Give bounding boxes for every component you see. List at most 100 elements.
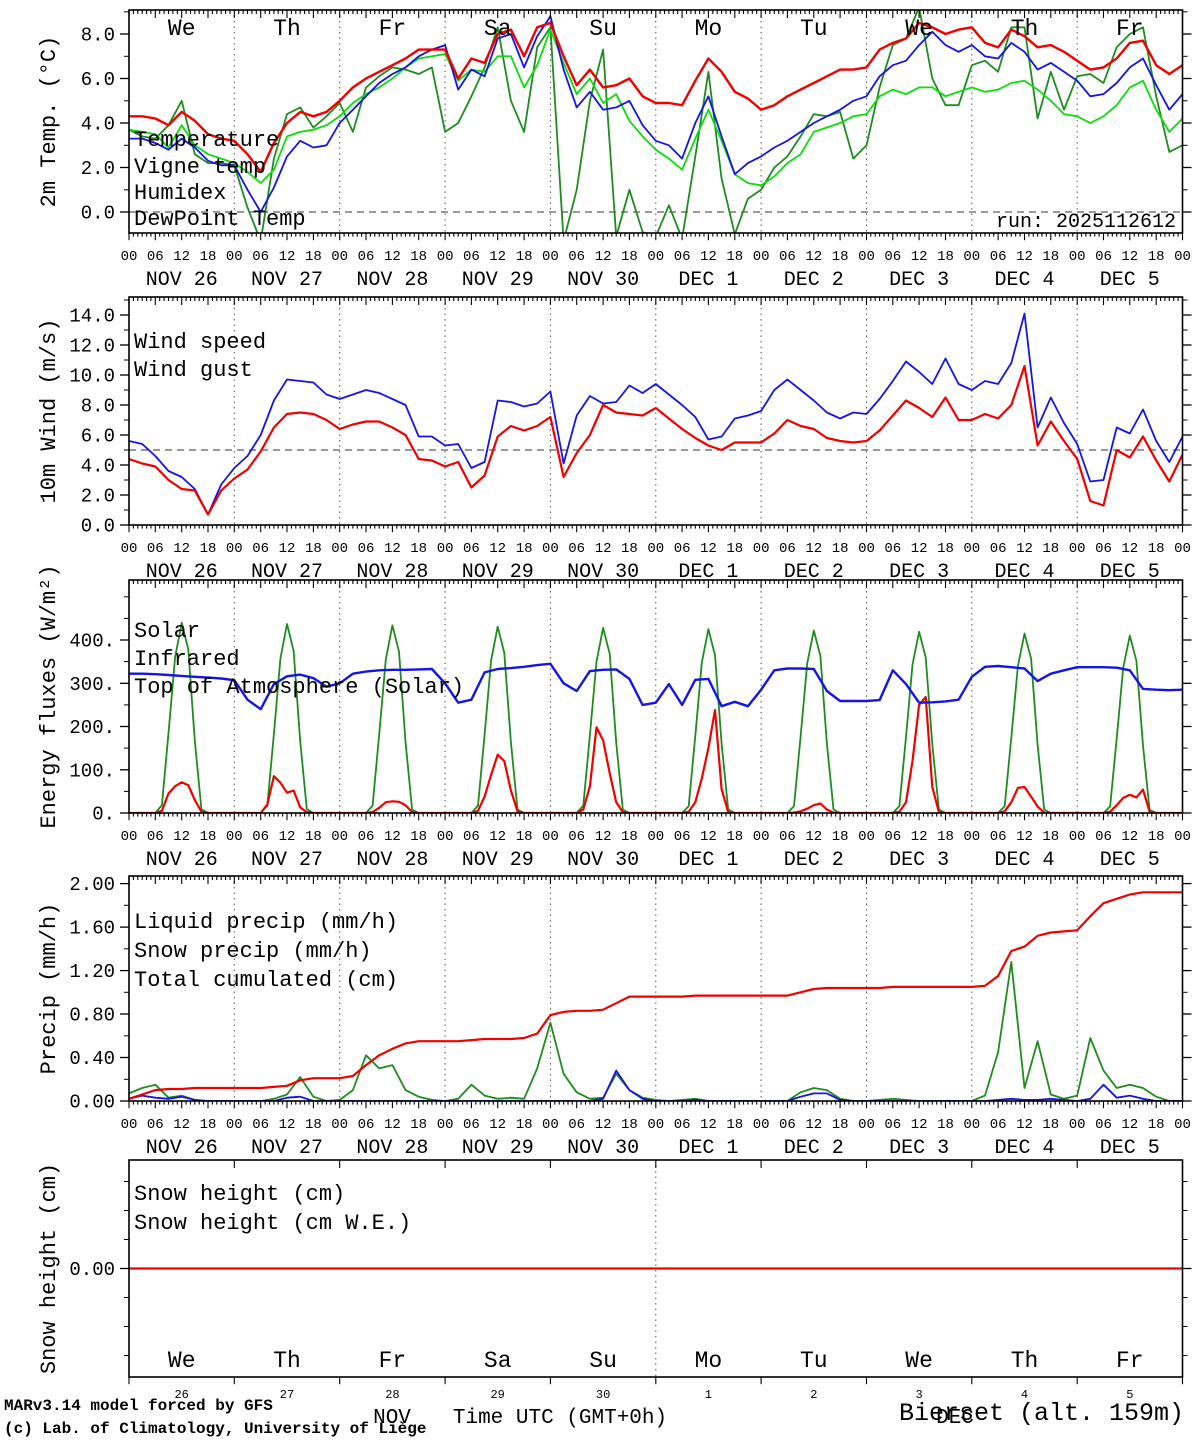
- date-label: NOV 30: [567, 849, 639, 872]
- panel-snow_height: 0.00 We Th Fr Sa Su Mo Tu We Th Fr 26 27 28 29 30 1 2 3 4 5 S…: [37, 1159, 1192, 1402]
- time-axis-label: Time UTC (GMT+0h): [453, 1407, 667, 1430]
- hour-label: 00: [331, 829, 348, 845]
- series-group: [129, 10, 1183, 233]
- y-tick-label: 0.0: [81, 516, 115, 538]
- hour-label: 12: [595, 829, 612, 845]
- date-label: NOV 26: [146, 849, 218, 872]
- hour-label: 18: [305, 249, 322, 265]
- hour-label: 00: [647, 1117, 664, 1133]
- y-tick-label: 100.: [69, 760, 115, 782]
- hour-label: 00: [647, 829, 664, 845]
- hour-label: 06: [884, 1117, 901, 1133]
- hour-label: 12: [700, 541, 717, 557]
- hour-label: 18: [726, 829, 743, 845]
- hour-label: 18: [1148, 1117, 1165, 1133]
- hour-label: 18: [200, 541, 217, 557]
- dewpoint-temp-series: [129, 28, 1183, 187]
- date-label: DEC 3: [889, 849, 949, 872]
- day-name-label: Sa: [484, 1348, 512, 1374]
- hour-label: 00: [753, 829, 770, 845]
- date-label: DEC 5: [1100, 269, 1160, 292]
- y-tick-label: 10.0: [69, 366, 115, 388]
- panel-frame: [128, 1159, 1184, 1378]
- y-axis-title-temperature: 2m Temp. (°C): [37, 36, 62, 208]
- y-tick-label: 1.60: [69, 918, 115, 940]
- y-tick-label: 200.: [69, 717, 115, 739]
- date-label: DEC 4: [994, 269, 1054, 292]
- hour-label: 00: [1069, 249, 1086, 265]
- date-label: NOV 30: [567, 561, 639, 584]
- hour-label: 06: [463, 1117, 480, 1133]
- hour-label: 12: [595, 541, 612, 557]
- hour-label: 18: [726, 249, 743, 265]
- hour-label: 00: [437, 541, 454, 557]
- hour-label: 12: [805, 249, 822, 265]
- hour-label: 18: [832, 1117, 849, 1133]
- series-group: [129, 621, 1183, 813]
- liquid-precip-mm-h-series: [129, 961, 1183, 1101]
- credit-line-1: MARv3.14 model forced by GFS: [4, 1397, 273, 1415]
- y-tick-label: 8.0: [81, 25, 115, 47]
- date-label: NOV 28: [356, 561, 428, 584]
- day-name-label: We: [168, 16, 196, 42]
- hour-label: 00: [437, 1117, 454, 1133]
- hour-label: 12: [911, 249, 928, 265]
- hour-label: 18: [200, 1117, 217, 1133]
- hour-label: 06: [884, 249, 901, 265]
- date-label: NOV 27: [251, 1137, 323, 1160]
- hour-label: 06: [358, 249, 375, 265]
- hour-label: 00: [1069, 1117, 1086, 1133]
- hour-label: 06: [884, 829, 901, 845]
- hour-label: 00: [226, 249, 243, 265]
- legend-wind-gust: Wind gust: [134, 358, 253, 383]
- hour-label: 12: [700, 249, 717, 265]
- y-tick-label: 4.0: [81, 114, 115, 136]
- hour-label: 18: [937, 249, 954, 265]
- y-tick-label: 0.00: [69, 1092, 115, 1114]
- hour-label: 18: [516, 541, 533, 557]
- hour-label: 06: [1095, 249, 1112, 265]
- wind-speed-series: [129, 364, 1183, 516]
- hour-label: 00: [437, 249, 454, 265]
- hour-label: 18: [200, 249, 217, 265]
- legend-wind-speed: Wind speed: [134, 330, 266, 355]
- hour-label: 18: [1042, 1117, 1059, 1133]
- day-number-label: 28: [385, 1388, 399, 1402]
- hour-label: 06: [990, 1117, 1007, 1133]
- hour-label: 12: [173, 541, 190, 557]
- hour-label: 18: [410, 1117, 427, 1133]
- panel-frame: [128, 875, 1184, 1102]
- date-label: NOV 27: [251, 561, 323, 584]
- day-name-label: Fr: [379, 1348, 407, 1374]
- hour-label: 06: [990, 541, 1007, 557]
- day-number-label: 27: [280, 1388, 294, 1402]
- hour-label: 06: [463, 249, 480, 265]
- hour-label: 00: [437, 829, 454, 845]
- day-name-label: Tu: [800, 1348, 828, 1374]
- date-label: NOV 29: [462, 269, 534, 292]
- date-label: NOV 29: [462, 561, 534, 584]
- hour-label: 00: [226, 829, 243, 845]
- date-label: NOV 29: [462, 1137, 534, 1160]
- legend-vigne-temp: Vigne temp: [134, 155, 266, 180]
- hour-label: 00: [647, 249, 664, 265]
- hour-label: 18: [621, 541, 638, 557]
- date-label: DEC 5: [1100, 1137, 1160, 1160]
- hour-label: 06: [1095, 1117, 1112, 1133]
- legend-top-of-atmosphere-solar: Top of Atmosphere (Solar): [134, 675, 464, 700]
- hour-label: 18: [410, 829, 427, 845]
- hour-label: 12: [279, 829, 296, 845]
- day-number-label: 29: [490, 1388, 504, 1402]
- hour-label: 00: [542, 541, 559, 557]
- panel-frame: [128, 296, 1184, 526]
- hour-label: 12: [489, 1117, 506, 1133]
- hour-label: 06: [463, 541, 480, 557]
- hour-label: 12: [384, 829, 401, 845]
- hour-label: 06: [147, 829, 164, 845]
- date-label: NOV 30: [567, 1137, 639, 1160]
- day-number-label: 2: [810, 1388, 817, 1402]
- day-name-label: We: [905, 1348, 933, 1374]
- hour-label: 12: [700, 829, 717, 845]
- hour-label: 06: [252, 249, 269, 265]
- y-tick-label: 0.: [92, 804, 115, 826]
